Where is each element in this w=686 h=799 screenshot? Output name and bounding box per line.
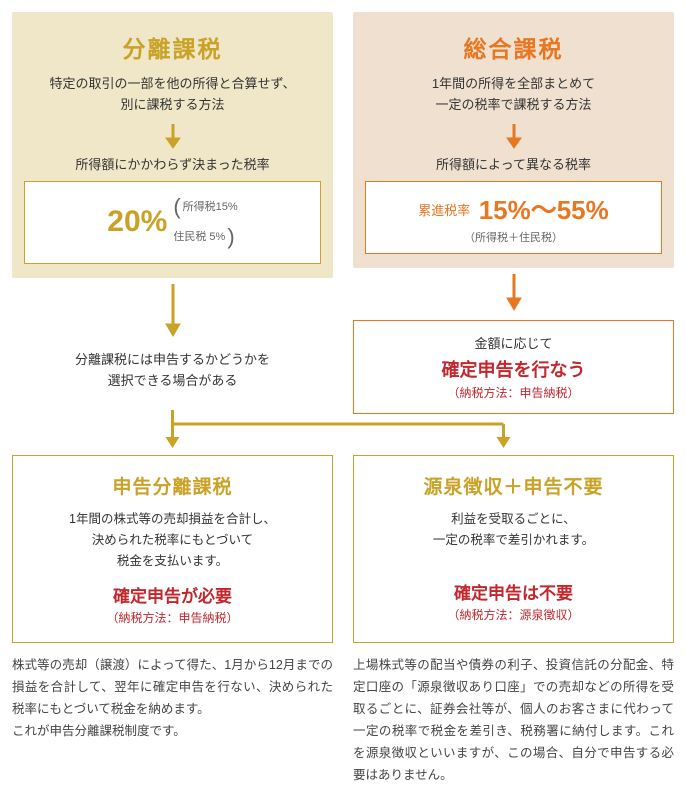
filing-box: 金額に応じて 確定申告を行なう （納税方法：申告納税） [353, 320, 674, 414]
withholding-box: 源泉徴収＋申告不要 利益を受取るごとに、 一定の税率で差引かれます。 確定申告は… [353, 455, 674, 644]
separate-mid-text: 分離課税には申告するかどうかを 選択できる場合がある [75, 350, 270, 392]
declaration-separate-box: 申告分離課税 1年間の株式等の売却損益を合計し、 決められた税率にもとづいて 税… [12, 455, 333, 644]
separate-tax-title: 分離課税 [24, 30, 321, 64]
separate-rate-detail: 所得税15%住民税 5% [173, 192, 237, 254]
aggregate-tax-desc: 1年間の所得を全部まとめて 一定の税率で課税する方法 [365, 74, 662, 116]
separate-tax-desc: 特定の取引の一部を他の所得と合算せず、 別に課税する方法 [24, 74, 321, 116]
aggregate-tax-title: 総合課税 [365, 30, 662, 64]
decl-sep-title: 申告分離課税 [25, 472, 320, 499]
arrow-down-icon [502, 122, 526, 150]
filing-title: 確定申告を行なう [362, 356, 665, 382]
filing-method: （納税方法：申告納税） [362, 384, 665, 401]
footer-right: 上場株式等の配当や債券の利子、投資信託の分配金、特定口座の「源泉徴収あり口座」で… [353, 655, 674, 786]
withhold-desc: 利益を受取るごとに、 一定の税率で差引かれます。 [366, 509, 661, 552]
footer-left: 株式等の売却（譲渡）によって得た、1月から12月までの損益を合計して、翌年に確定… [12, 655, 333, 786]
aggregate-rate-box: 累進税率 15%〜55% （所得税＋住民税） [365, 181, 662, 254]
separate-rate: 20% [107, 205, 167, 239]
decl-sep-desc: 1年間の株式等の売却損益を合計し、 決められた税率にもとづいて 税金を支払います… [25, 509, 320, 573]
decl-sep-red1: 確定申告が必要 [25, 582, 320, 607]
aggregate-rate: 15%〜55% [479, 190, 609, 227]
aggregate-tax-sub: 所得額によって異なる税率 [365, 154, 662, 173]
separate-tax-panel: 分離課税 特定の取引の一部を他の所得と合算せず、 別に課税する方法 所得額にかか… [12, 12, 333, 278]
withhold-red2: （納税方法：源泉徴収） [366, 606, 661, 623]
separate-tax-sub: 所得額にかかわらず決まった税率 [24, 154, 321, 173]
filing-pre: 金額に応じて [362, 333, 665, 352]
decl-sep-red2: （納税方法：申告納税） [25, 609, 320, 626]
aggregate-rate-detail: （所得税＋住民税） [374, 229, 653, 245]
withhold-title: 源泉徴収＋申告不要 [366, 472, 661, 499]
progressive-label: 累進税率 [418, 200, 470, 219]
arrow-down-icon [502, 272, 526, 312]
aggregate-tax-panel: 総合課税 1年間の所得を全部まとめて 一定の税率で課税する方法 所得額によって異… [353, 12, 674, 268]
withhold-red1: 確定申告は不要 [366, 579, 661, 604]
split-connector-icon [12, 410, 674, 450]
arrow-down-icon [161, 282, 185, 338]
arrow-down-icon [161, 122, 185, 150]
separate-rate-box: 20% 所得税15%住民税 5% [24, 181, 321, 265]
